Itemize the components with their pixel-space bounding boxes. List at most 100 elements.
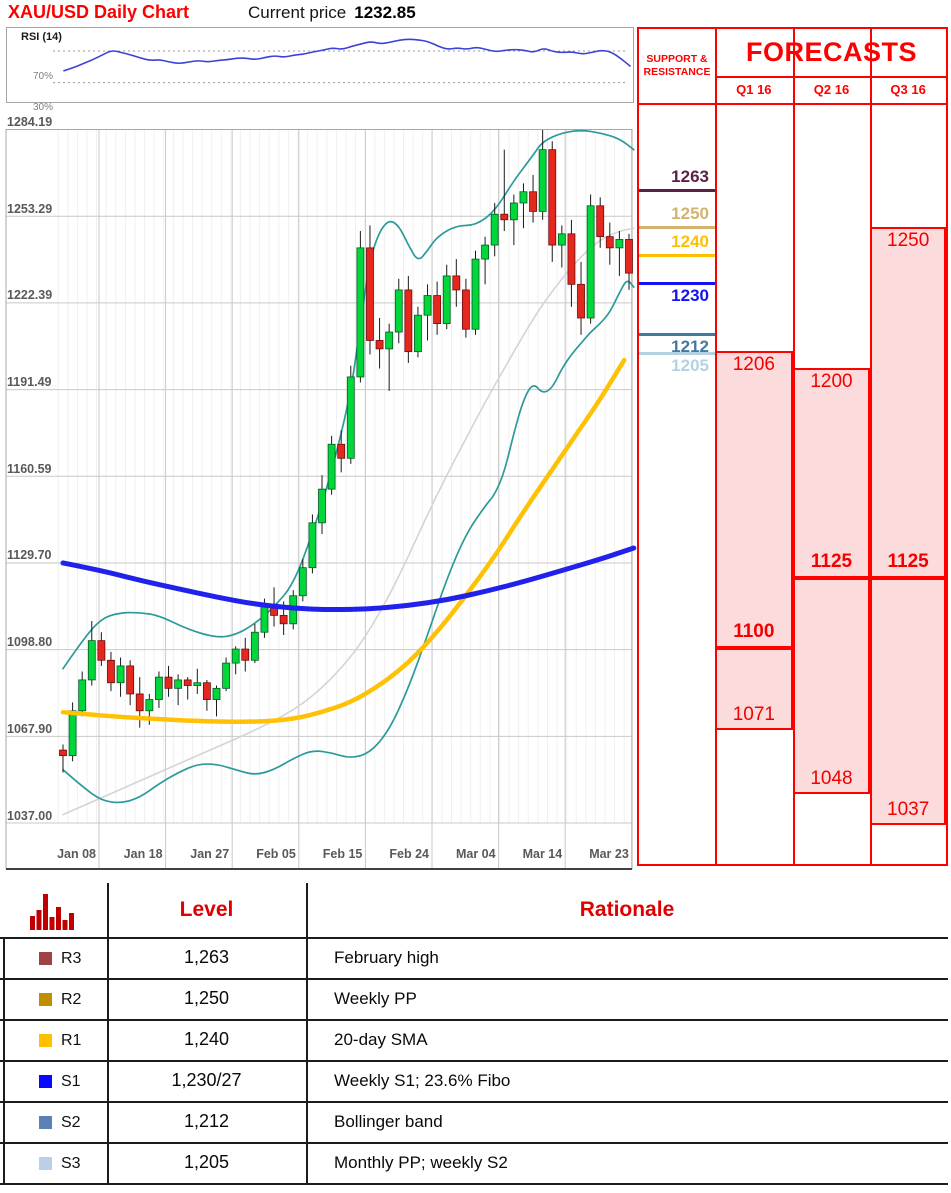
- table-row-key: R3: [3, 939, 107, 978]
- candle-up: [509, 202, 518, 221]
- x-axis-label: Feb 05: [256, 847, 296, 861]
- level-value: 1,212: [183, 1111, 230, 1131]
- current-price-label: Current price: [248, 3, 347, 22]
- y-axis-label: 1222.39: [7, 288, 53, 303]
- x-axis-label: Mar 23: [589, 847, 629, 861]
- y-axis-label: 1067.90: [7, 721, 53, 736]
- level-rationale: February high: [334, 948, 439, 967]
- candle-up: [250, 631, 259, 661]
- candle-down: [462, 289, 470, 330]
- forecast-range: [792, 367, 871, 795]
- forecast-quarter-header: Q3 16: [890, 82, 926, 97]
- level-rationale: Monthly PP; weekly S2: [334, 1153, 508, 1172]
- forecast-target-line: [715, 646, 793, 651]
- candle-up: [116, 665, 125, 684]
- candle-up: [481, 244, 489, 260]
- bar-chart-icon: [30, 894, 74, 930]
- forecast-low-value: 1048: [810, 768, 853, 790]
- level-key: S2: [61, 1113, 81, 1131]
- candle-down: [500, 213, 509, 221]
- candle-down: [107, 659, 115, 684]
- candle-down: [97, 640, 106, 661]
- x-axis-label: Mar 14: [522, 847, 563, 861]
- sr-level-value: 1263: [671, 167, 709, 187]
- x-axis-label: Jan 27: [190, 847, 230, 861]
- forecast-target-line: [792, 576, 871, 581]
- level-value: 1,250: [183, 988, 230, 1008]
- sr-level-line: [639, 282, 715, 286]
- sr-level-value: 1250: [671, 203, 709, 223]
- level-color-swatch: [39, 952, 52, 965]
- level-color-swatch: [39, 1116, 52, 1129]
- sr-level-line: [639, 332, 715, 336]
- candle-down: [596, 205, 605, 238]
- candle-down: [375, 340, 384, 350]
- table-row-key: S1: [3, 1062, 107, 1101]
- sr-level-line: [639, 352, 715, 356]
- candle-up: [394, 289, 403, 333]
- table-row-border: [0, 978, 948, 980]
- level-value: 1,240: [183, 1029, 230, 1049]
- candle-up: [298, 567, 307, 597]
- forecast-high-value: 1250: [887, 230, 930, 252]
- forecast-high-value: 1206: [732, 353, 775, 375]
- x-axis-label: Jan 18: [123, 847, 163, 861]
- forecast-panel: SUPPORT & RESISTANCE FORECASTS Q1 16 Q2 1…: [637, 27, 948, 866]
- y-axis-label: 1037.00: [7, 808, 53, 823]
- sma-blue-line: [60, 545, 637, 613]
- candle-up: [538, 149, 547, 212]
- sr-level-value: 1205: [671, 356, 709, 376]
- sr-level-line: [639, 253, 715, 257]
- candle-up: [356, 247, 365, 378]
- candle-down: [59, 749, 67, 757]
- rsi-plot: [53, 38, 631, 84]
- table-row-border: [0, 937, 948, 939]
- candle-up: [87, 640, 96, 681]
- candle-down: [135, 693, 144, 712]
- candle-down: [625, 239, 633, 274]
- candle-up: [260, 603, 269, 633]
- forecast-target-line: [870, 576, 946, 581]
- table-row-key: R1: [3, 1021, 107, 1060]
- level-value: 1,230/27: [171, 1070, 242, 1090]
- y-axis-label: 1160.59: [7, 461, 52, 476]
- table-column-border: [107, 883, 109, 1183]
- candle-down: [577, 283, 585, 319]
- rsi-title: RSI (14): [21, 31, 62, 43]
- table-row-key: R2: [3, 980, 107, 1019]
- candle-up: [490, 213, 499, 246]
- candle-up: [442, 275, 451, 325]
- candle-up: [155, 676, 163, 700]
- bollinger-lower-line: [62, 280, 635, 804]
- level-color-swatch: [39, 1034, 52, 1047]
- candle-down: [366, 247, 374, 341]
- forecast-range: [870, 227, 946, 825]
- candle-down: [241, 648, 250, 661]
- candle-down: [270, 603, 278, 616]
- candle-up: [557, 233, 566, 246]
- candle-up: [346, 376, 355, 459]
- support-resistance-header: SUPPORT & RESISTANCE: [643, 52, 711, 78]
- forecast-target-value: 1125: [887, 551, 929, 573]
- candle-up: [145, 699, 154, 712]
- y-axis-label: 1098.80: [7, 635, 53, 650]
- candle-up: [385, 331, 394, 350]
- forecast-range: [715, 350, 793, 730]
- rationale-column-header: Rationale: [579, 898, 675, 921]
- candle-up: [615, 239, 624, 249]
- level-value: 1,263: [183, 947, 230, 967]
- sr-level-line: [639, 189, 715, 193]
- candle-down: [452, 275, 461, 291]
- level-rationale: 20-day SMA: [334, 1030, 428, 1049]
- header-bottom-border: [639, 103, 946, 105]
- candle-up: [174, 679, 183, 689]
- bollinger-upper-line: [62, 129, 635, 670]
- candle-down: [548, 149, 557, 246]
- level-key: R2: [61, 990, 82, 1008]
- y-axis-label: 1191.49: [7, 375, 52, 390]
- forecast-low-value: 1037: [887, 799, 930, 820]
- sr-level-line: [639, 225, 715, 229]
- sma-short-gray-line: [62, 227, 635, 816]
- forecast-target-value: 1125: [810, 551, 853, 573]
- current-price-value: 1232.85: [354, 3, 416, 22]
